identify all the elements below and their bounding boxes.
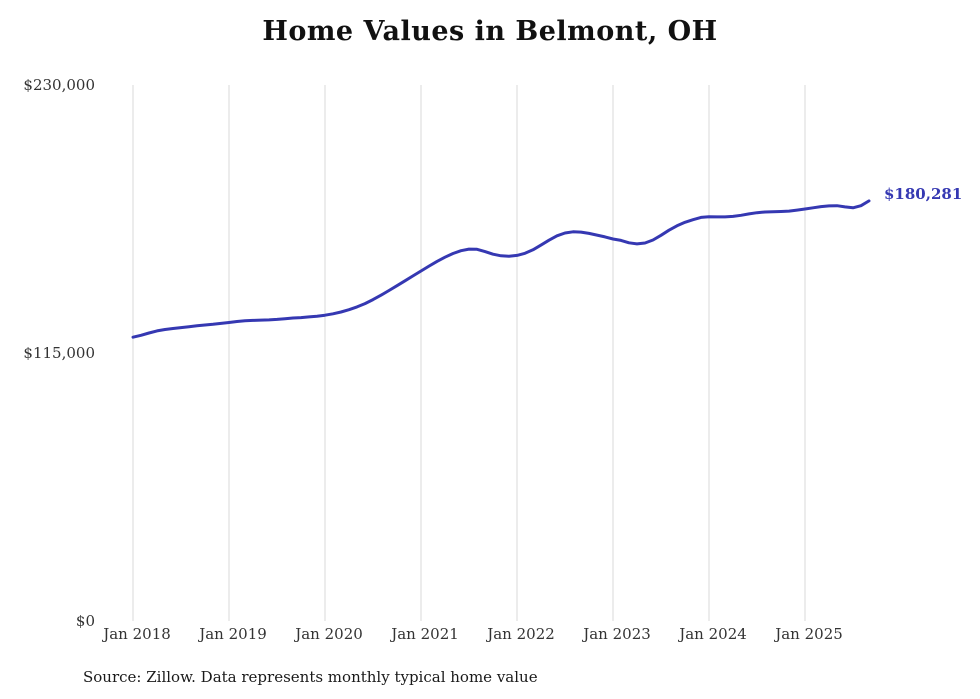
y-axis: $0 $115,000 $230,000 [0,0,95,699]
x-axis-tick-label: Jan 2024 [679,625,747,643]
x-axis-tick-label: Jan 2021 [391,625,459,643]
chart-title: Home Values in Belmont, OH [262,16,718,47]
source-note: Source: Zillow. Data represents monthly … [83,668,538,686]
x-axis-tick-label: Jan 2022 [487,625,555,643]
latest-value-label: $180,281 [884,184,963,203]
y-axis-tick-label: $230,000 [23,76,95,94]
x-axis-tick-label: Jan 2025 [775,625,843,643]
x-axis-tick-label: Jan 2020 [295,625,363,643]
y-axis-tick-label: $0 [75,612,95,630]
x-axis-tick-label: Jan 2018 [103,625,171,643]
y-axis-tick-label: $115,000 [23,344,95,362]
x-axis-tick-label: Jan 2019 [199,625,267,643]
x-axis-tick-label: Jan 2023 [583,625,651,643]
home-value-series-line [131,199,871,339]
